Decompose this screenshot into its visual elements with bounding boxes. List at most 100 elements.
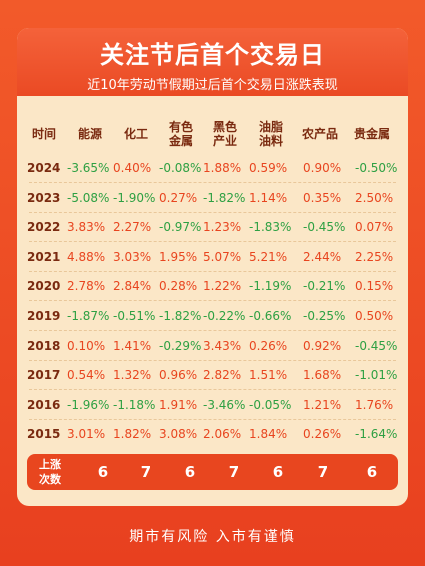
change-cell: 1.14% (249, 190, 288, 205)
change-cell: 1.23% (203, 220, 242, 235)
column-header: 农产品 (301, 127, 338, 141)
row-divider (29, 270, 396, 272)
total-count: 6 (97, 463, 109, 481)
change-cell: -0.21% (303, 279, 346, 294)
change-cell: 0.92% (303, 338, 342, 353)
change-cell: -1.87% (67, 309, 110, 323)
year-cell: 2017 (27, 368, 61, 383)
change-cell: -0.45% (355, 338, 398, 353)
change-cell: 1.68% (303, 368, 342, 383)
year-cell: 2015 (27, 427, 61, 442)
table-row: 2024 -3.65% 0.40% -0.08% 1.88% 0.59% 0.90% -0.5… (17, 157, 408, 179)
table-row: 2020 2.78% 2.84% 0.28% 1.22% -1.19% -0.21% 0.15… (17, 275, 408, 297)
change-cell: -1.90% (113, 190, 156, 205)
year-cell: 2021 (27, 249, 61, 264)
change-cell: 5.21% (249, 249, 288, 264)
table-row: 2021 4.88% 3.03% 1.95% 5.07% 5.21% 2.44% 2.25% (17, 246, 408, 268)
change-cell: 3.08% (159, 427, 198, 442)
change-cell: 3.43% (203, 338, 242, 353)
change-cell: 1.82% (113, 427, 152, 442)
table-row: 2016 -1.96% -1.18% 1.91% -3.46% -0.05% 1.21% 1.… (17, 394, 408, 416)
table-header: 时间 能源 化工 有色 金属 黑色 产业 油脂 油料 农产品 贵金属 (17, 114, 408, 154)
change-cell: 3.03% (113, 249, 152, 264)
total-count: 7 (228, 463, 240, 481)
change-cell: 1.88% (203, 161, 242, 175)
column-header: 时间 (31, 127, 56, 141)
change-cell: 0.96% (159, 368, 198, 383)
change-cell: 0.50% (355, 309, 394, 323)
change-cell: -3.46% (203, 397, 246, 412)
card-header: 关注节后首个交易日 近10年劳动节假期过后首个交易日涨跌表现 (17, 28, 408, 96)
total-count: 6 (272, 463, 284, 481)
change-cell: 2.06% (203, 427, 242, 442)
total-count: 7 (140, 463, 152, 481)
change-cell: 0.27% (159, 190, 198, 205)
year-cell: 2018 (27, 338, 61, 353)
change-cell: -0.29% (159, 338, 202, 353)
change-cell: -0.45% (303, 220, 346, 235)
change-cell: 1.32% (113, 368, 152, 383)
year-cell: 2024 (27, 161, 61, 175)
table-row: 2018 0.10% 1.41% -0.29% 3.43% 0.26% 0.92% -0.45… (17, 335, 408, 357)
row-divider (29, 241, 396, 243)
total-count: 6 (366, 463, 378, 481)
row-divider (29, 330, 396, 331)
change-cell: -0.08% (159, 161, 202, 175)
column-header: 黑色 产业 (212, 120, 237, 148)
change-cell: 0.54% (67, 368, 106, 383)
change-cell: 2.84% (113, 279, 152, 294)
change-cell: 2.78% (67, 279, 106, 294)
change-cell: -1.82% (159, 309, 202, 323)
table-row: 2019 -1.87% -0.51% -1.82% -0.22% -0.66% -0.25%… (17, 305, 408, 327)
change-cell: 0.28% (159, 279, 198, 294)
change-cell: 0.59% (249, 161, 288, 175)
change-cell: 0.26% (303, 427, 342, 442)
page-subtitle: 近10年劳动节假期过后首个交易日涨跌表现 (87, 78, 338, 93)
column-header: 油脂 油料 (258, 120, 283, 148)
change-cell: 1.84% (249, 427, 288, 442)
change-cell: 2.27% (113, 220, 152, 235)
change-cell: 1.95% (159, 249, 198, 264)
change-cell: 0.15% (355, 279, 394, 294)
change-cell: 0.90% (303, 161, 342, 175)
change-cell: 0.35% (303, 190, 342, 205)
change-cell: 1.91% (159, 397, 198, 412)
change-cell: 3.83% (67, 220, 106, 235)
change-cell: -0.25% (303, 309, 346, 323)
change-cell: 1.22% (203, 279, 242, 294)
change-cell: -5.08% (67, 190, 110, 205)
table-row: 2017 0.54% 1.32% 0.96% 2.82% 1.51% 1.68% -1.01% (17, 364, 408, 386)
row-divider (29, 389, 396, 391)
table-row: 2023 -5.08% -1.90% 0.27% -1.82% 1.14% 0.35% 2.5… (17, 187, 408, 209)
row-divider (29, 182, 396, 183)
change-cell: -0.97% (159, 220, 202, 235)
change-cell: -0.05% (249, 397, 292, 412)
data-card: 关注节后首个交易日 近10年劳动节假期过后首个交易日涨跌表现 时间 能源 化工 有色金… (17, 28, 408, 506)
change-cell: -1.19% (249, 279, 292, 294)
year-cell: 2023 (27, 190, 61, 205)
column-header: 能源 (77, 127, 102, 141)
change-cell: -1.82% (203, 190, 246, 205)
table-row: 2015 3.01% 1.82% 3.08% 2.06% 1.84% 0.26% -1.64% (17, 423, 408, 445)
change-cell: 0.07% (355, 220, 394, 235)
total-count: 6 (184, 463, 196, 481)
total-count: 7 (317, 463, 329, 481)
year-cell: 2019 (27, 309, 61, 323)
year-cell: 2022 (27, 220, 61, 235)
change-cell: 3.01% (67, 427, 106, 442)
change-cell: 2.50% (355, 190, 394, 205)
change-cell: -1.96% (67, 397, 110, 412)
change-cell: -1.64% (355, 427, 398, 442)
change-cell: 1.21% (303, 397, 342, 412)
totals-bar: 上涨 次数 6 7 6 7 6 7 6 (27, 454, 398, 490)
change-cell: -1.01% (355, 368, 398, 383)
column-header: 贵金属 (353, 127, 390, 141)
change-cell: -0.51% (113, 309, 156, 323)
row-divider (29, 300, 396, 302)
change-cell: -0.66% (249, 309, 292, 323)
risk-disclaimer: 期市有风险 入市有谨慎 (129, 529, 296, 545)
page-title: 关注节后首个交易日 (100, 41, 325, 69)
change-cell: 1.41% (113, 338, 152, 353)
change-cell: 2.25% (355, 249, 394, 264)
change-cell: 2.82% (203, 368, 242, 383)
